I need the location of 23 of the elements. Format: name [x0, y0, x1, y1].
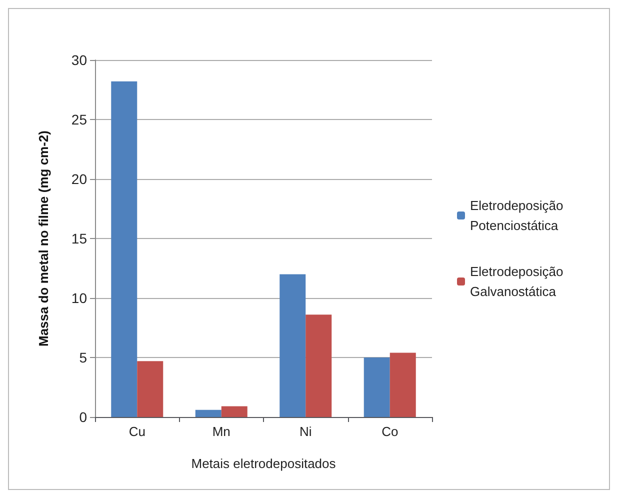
bar	[364, 358, 390, 417]
legend-label: Eletrodeposição Potenciostática	[470, 198, 567, 233]
y-tick-label: 0	[79, 409, 88, 425]
y-tick-label: 5	[79, 350, 88, 366]
x-axis-title: Metais eletrodepositados	[191, 456, 336, 471]
bar	[111, 81, 138, 417]
bar	[390, 352, 416, 417]
y-axis-title: Massa do metal no filme (mg cm-2)	[36, 130, 51, 346]
x-tick-label: Co	[382, 424, 398, 439]
y-tick-label: 30	[71, 52, 88, 68]
bar	[137, 361, 164, 417]
legend-label: Eletrodeposição Galvanostática	[470, 264, 567, 299]
x-tick-label: Cu	[128, 424, 146, 439]
bar	[280, 274, 306, 417]
bar	[221, 406, 248, 417]
y-tick-label: 15	[71, 230, 88, 246]
x-tick-label: Ni	[299, 424, 312, 439]
y-tick-label: 10	[71, 290, 88, 306]
y-tick-label: 25	[71, 112, 88, 128]
x-tick-label: Mn	[212, 424, 230, 439]
bar	[195, 410, 222, 417]
bar	[306, 314, 332, 417]
y-tick-label: 20	[71, 171, 88, 187]
